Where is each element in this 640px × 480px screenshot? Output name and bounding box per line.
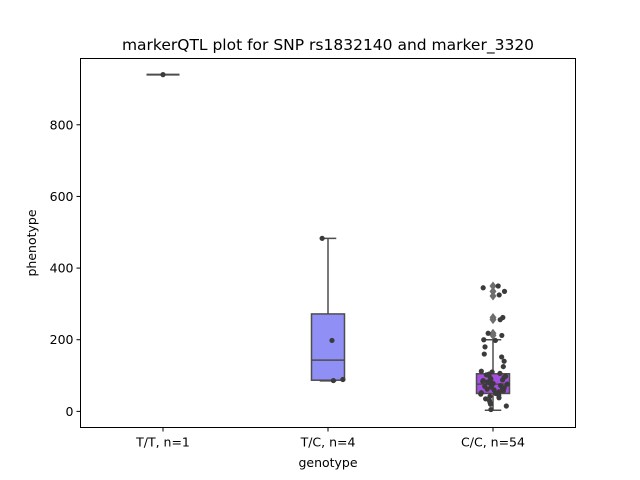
- x-axis: T/T, n=1 T/C, n=4 C/C, n=54: [135, 427, 525, 450]
- outlier-marker: [489, 291, 497, 301]
- data-point: [497, 317, 503, 323]
- data-point: [492, 337, 498, 344]
- x-axis-label: genotype: [298, 455, 357, 470]
- plot-area: [146, 72, 511, 413]
- data-point: [480, 378, 486, 384]
- box: [310, 313, 346, 381]
- data-point: [160, 72, 166, 78]
- y-tick-label: 600: [50, 189, 74, 204]
- data-point: [480, 285, 486, 291]
- data-point: [485, 330, 491, 336]
- outlier-marker: [489, 281, 497, 291]
- data-point: [330, 377, 336, 384]
- box-group: [310, 237, 346, 382]
- x-tick-label: T/T, n=1: [135, 435, 190, 450]
- data-point: [504, 381, 510, 387]
- y-tick-label: 0: [66, 404, 74, 419]
- data-point: [501, 358, 507, 364]
- data-point: [497, 370, 503, 377]
- data-point: [487, 393, 493, 399]
- chart-title: markerQTL plot for SNP rs1832140 and mar…: [122, 36, 534, 55]
- outlier-marker: [489, 286, 497, 296]
- data-point: [496, 292, 502, 298]
- data-point: [329, 337, 335, 344]
- outlier-marker: [489, 328, 497, 338]
- data-point: [500, 363, 506, 370]
- data-point: [488, 406, 494, 413]
- data-point: [500, 388, 506, 394]
- data-point: [499, 332, 505, 339]
- outlier-marker: [489, 313, 497, 323]
- data-point: [496, 395, 502, 401]
- data-point: [495, 283, 501, 289]
- data-point: [487, 401, 494, 407]
- y-tick-label: 400: [50, 261, 74, 276]
- y-axis: 0 200 400 600 800: [50, 117, 81, 419]
- x-tick-label: T/C, n=4: [300, 435, 356, 450]
- data-point: [481, 351, 487, 357]
- data-point: [501, 288, 508, 294]
- data-point: [484, 386, 490, 392]
- data-point: [340, 376, 346, 383]
- data-point: [503, 403, 509, 409]
- data-point: [499, 354, 505, 360]
- data-point: [481, 337, 487, 343]
- y-tick-label: 800: [50, 117, 74, 132]
- y-tick-label: 200: [50, 332, 74, 347]
- y-axis-label: phenotype: [24, 209, 39, 276]
- data-point: [478, 368, 484, 374]
- data-point: [319, 235, 325, 241]
- x-tick-label: C/C, n=54: [461, 435, 525, 450]
- data-point: [499, 377, 506, 383]
- data-point: [478, 391, 484, 397]
- data-point: [482, 344, 488, 350]
